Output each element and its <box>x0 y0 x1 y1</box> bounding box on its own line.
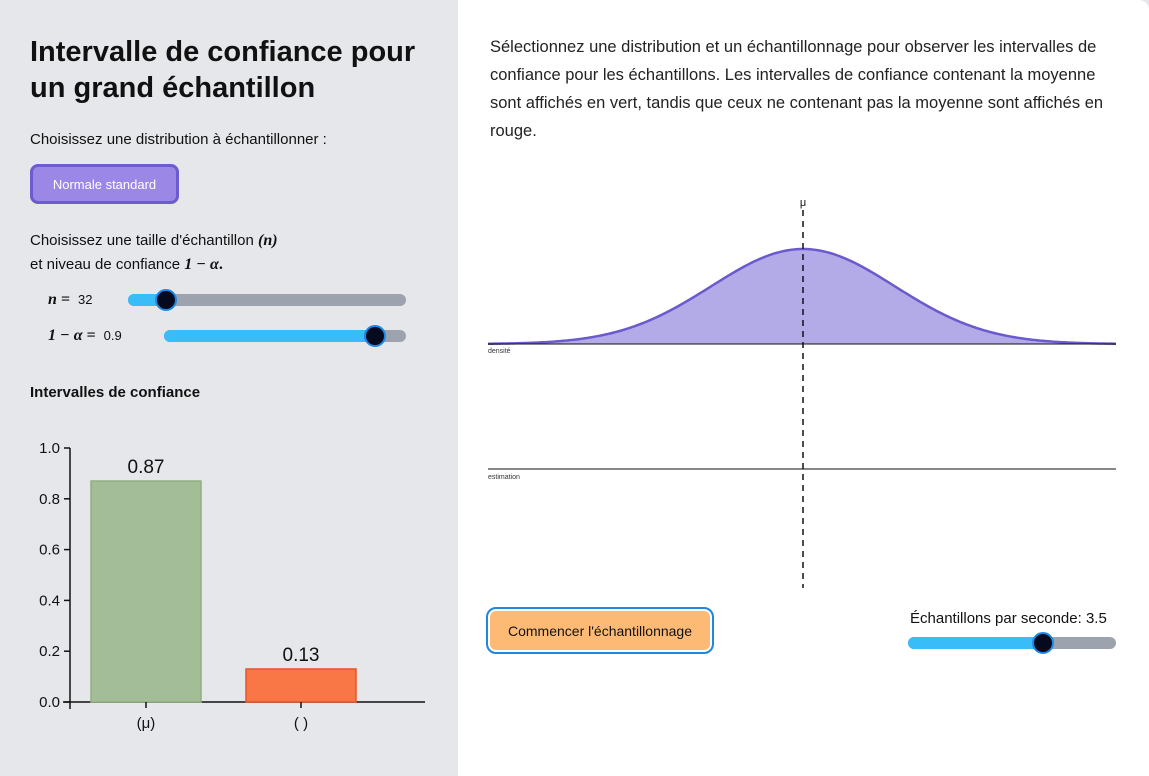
bar-data-label: 0.87 <box>128 457 165 478</box>
n-symbol: (n) <box>258 232 278 249</box>
n-value: 32 <box>78 292 93 307</box>
confidence-slider-thumb[interactable] <box>363 325 386 347</box>
rate-label: Échantillons par seconde: 3.5 <box>910 610 1107 627</box>
alpha-slider-label: 1 − α = 0.9 <box>48 327 122 345</box>
y-tick-label: 0.0 <box>39 694 60 711</box>
distribution-prompt: Choisissez une distribution à échantillo… <box>30 131 327 148</box>
alpha-label: 1 − α = <box>48 327 96 344</box>
confidence-slider-fill <box>164 330 375 342</box>
y-tick-label: 0.6 <box>39 542 60 559</box>
density-label: densité <box>488 348 511 355</box>
n-slider[interactable] <box>128 289 406 311</box>
y-tick-label: 0.4 <box>39 592 60 609</box>
size-prompt-text: Choisissez une taille d'échantillon <box>30 232 254 249</box>
bar-contains-mean <box>90 480 202 703</box>
x-tick-label: (μ) <box>137 715 156 732</box>
y-tick-label: 0.2 <box>39 643 60 660</box>
distribution-button[interactable]: Normale standard <box>30 164 179 204</box>
confidence-symbol: 1 − α <box>184 256 219 273</box>
alpha-value: 0.9 <box>103 328 122 343</box>
confidence-symbol-dot: . <box>218 256 223 273</box>
density-curve <box>488 247 1117 345</box>
chart-heading: Intervalles de confiance <box>30 384 201 401</box>
n-label: n = <box>48 291 71 308</box>
start-sampling-button[interactable]: Commencer l'échantillonnage <box>486 607 714 654</box>
y-tick-label: 1.0 <box>39 440 60 457</box>
sample-size-prompt: Choisissez une taille d'échantillon (n) … <box>30 229 278 277</box>
bar-excludes-mean <box>245 668 357 703</box>
confidence-slider[interactable] <box>164 325 406 347</box>
n-slider-label: n = 32 <box>48 291 92 309</box>
bar-data-label: 0.13 <box>283 645 320 666</box>
estimation-label: estimation <box>488 474 520 481</box>
confidence-prompt-text: et niveau de confiance <box>30 256 181 273</box>
rate-slider-thumb[interactable] <box>1032 632 1055 654</box>
x-tick-label: ( ) <box>294 715 308 732</box>
mu-label: μ <box>800 197 806 209</box>
n-slider-thumb[interactable] <box>154 289 177 311</box>
coverage-bar-chart: 0.0 0.2 0.4 0.6 0.8 1.0 0.87 (μ) 0.13 ( ) <box>39 440 425 732</box>
simulation-panel: Sélectionnez une distribution et un écha… <box>458 0 1149 776</box>
page-title: Intervalle de confiance pour un grand éc… <box>30 36 416 104</box>
control-panel: Intervalle de confiance pour un grand éc… <box>0 0 458 776</box>
density-curve-fill <box>488 249 1116 344</box>
y-tick-label: 0.8 <box>39 491 60 508</box>
rate-slider-fill <box>908 637 1044 649</box>
distribution-plot: densité estimation μ <box>488 197 1117 588</box>
rate-slider[interactable] <box>908 632 1116 654</box>
description: Sélectionnez une distribution et un écha… <box>490 38 1104 140</box>
